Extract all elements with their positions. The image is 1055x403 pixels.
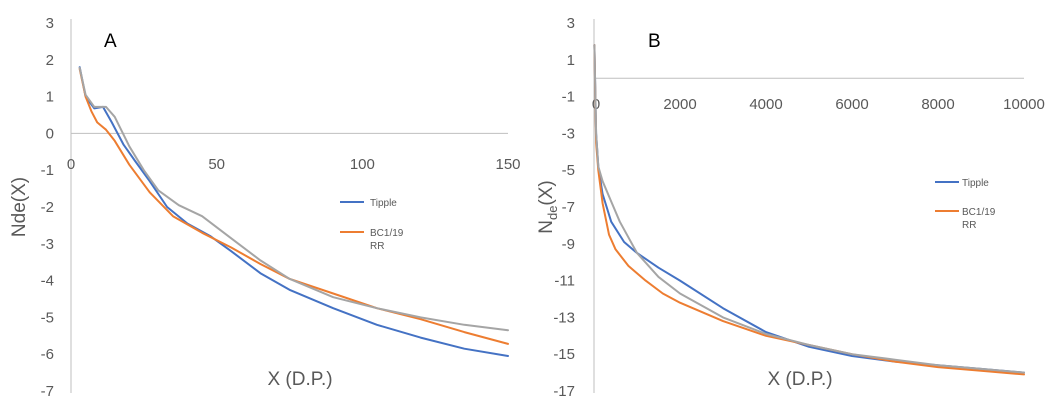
y-tick-label: -4: [41, 273, 54, 290]
chart-panel-a: 3 2 1 0 -1 -2 -3 -4 -5 -6 -7 0 50 100 150 Tipple BC1/19 R…: [9, 15, 521, 400]
y-tick-label: -17: [553, 383, 575, 400]
y-tick-label: -13: [553, 309, 575, 326]
series-line-unnamed-2: [78, 66, 509, 332]
legend-label: BC1/19: [962, 207, 996, 218]
y-tick-label: -5: [562, 162, 575, 179]
series-line-bc1-19-rr: [593, 44, 1025, 376]
legend-label: Tipple: [962, 178, 989, 189]
chart-panel-b: 3 1 -1 -3 -5 -7 -9 -11 -13 -15 -17 2000 4000 6000 8000…: [536, 15, 1045, 400]
y-tick-label: -3: [41, 236, 54, 253]
y-tick-label: -1: [41, 162, 54, 179]
y-tick-label: 0: [46, 125, 54, 142]
series-line-bc1-19-rr: [78, 68, 509, 345]
x-axis-title: X (D.P.): [767, 369, 832, 390]
legend-label: BC1/19: [370, 228, 404, 239]
x-tick-label: 6000: [835, 96, 868, 113]
y-tick-label: 1: [46, 89, 54, 106]
x-tick-label: 100: [350, 156, 375, 173]
y-tick-label: -7: [41, 383, 54, 400]
series-line-unnamed-2: [593, 44, 1025, 374]
y-tick-label: -6: [41, 346, 54, 363]
x-tick-label: 2000: [663, 96, 696, 113]
x-tick-label: 150: [495, 156, 520, 173]
y-tick-label: 1: [567, 52, 575, 69]
y-tick-label: -9: [562, 236, 575, 253]
x-tick-label: 50: [208, 156, 225, 173]
y-tick-label: -3: [562, 125, 575, 142]
y-tick-label: -1: [562, 89, 575, 106]
panel-label: A: [104, 31, 117, 52]
x-tick-label: 10000: [1003, 96, 1045, 113]
legend-label: RR: [370, 241, 384, 252]
y-tick-label: 2: [46, 52, 54, 69]
y-tick-label: -7: [562, 199, 575, 216]
y-tick-label: -2: [41, 199, 54, 216]
series-line-tipple: [593, 44, 1025, 374]
x-tick-label: 4000: [749, 96, 782, 113]
x-tick-label: 0: [67, 156, 75, 173]
legend-label: RR: [962, 220, 976, 231]
panel-label: B: [648, 31, 661, 52]
y-axis-title: Nde(X): [9, 177, 30, 237]
y-tick-label: -15: [553, 346, 575, 363]
y-tick-label: -5: [41, 309, 54, 326]
series-line-tipple: [78, 66, 509, 357]
y-tick-label: 3: [46, 15, 54, 32]
x-axis-title: X (D.P.): [267, 369, 332, 390]
y-tick-label: 3: [567, 15, 575, 32]
y-axis-title: Nde(X): [536, 180, 560, 234]
y-tick-label: -11: [554, 273, 575, 290]
legend-label: Tipple: [370, 198, 397, 209]
x-tick-label: 8000: [921, 96, 954, 113]
